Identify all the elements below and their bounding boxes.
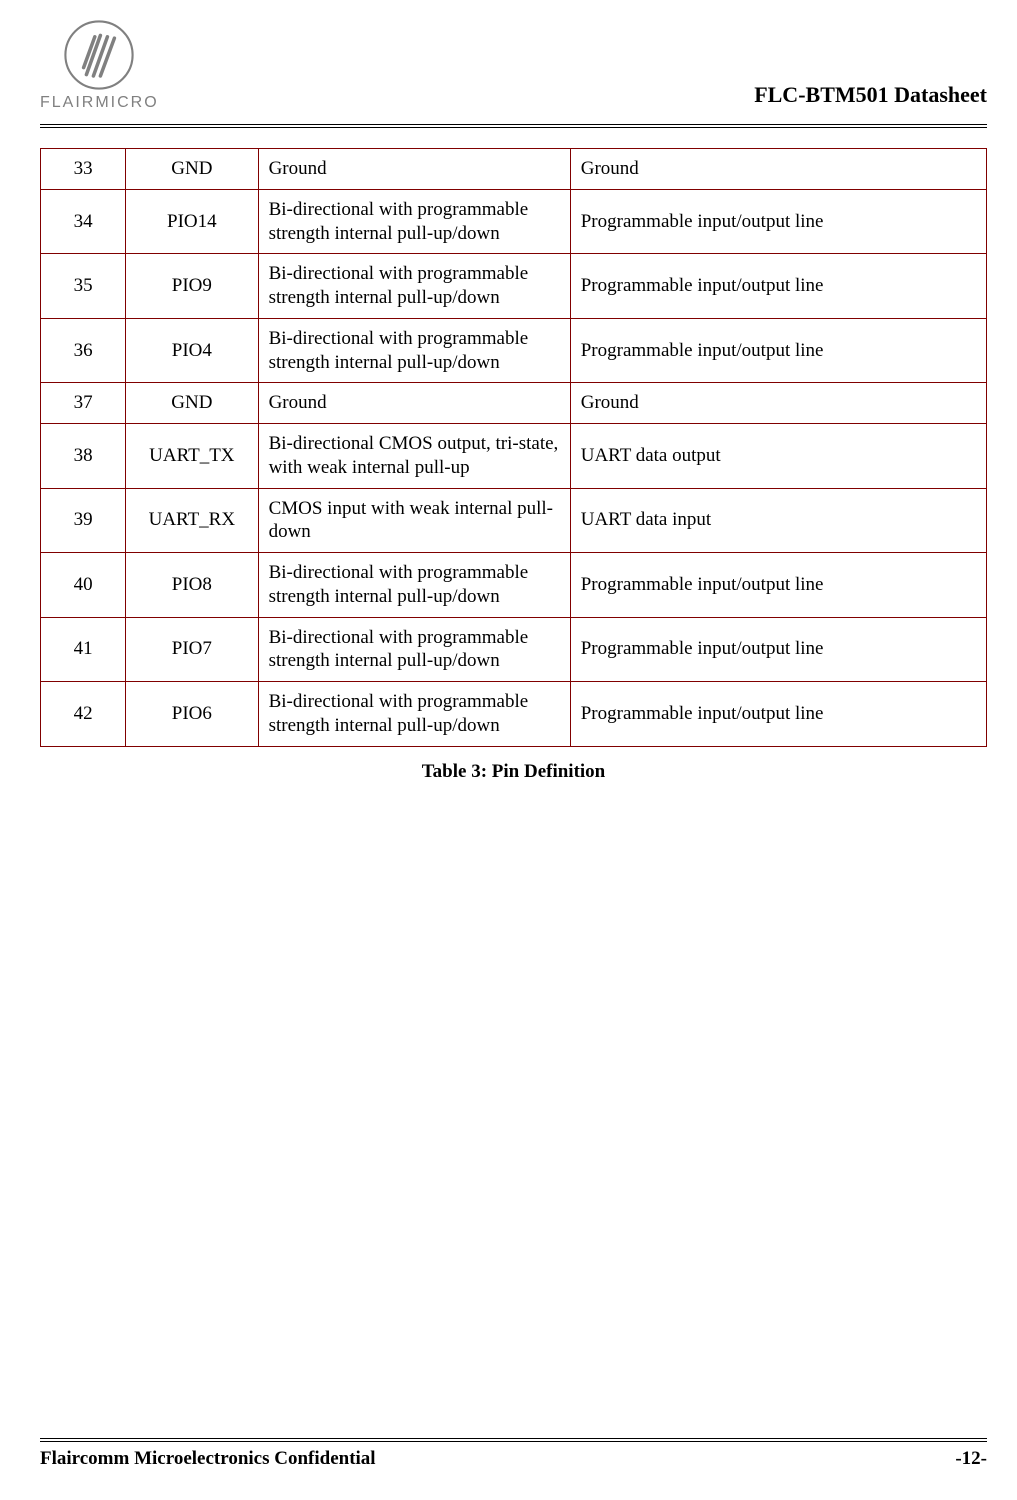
pin-name-cell: GND xyxy=(126,383,258,424)
pin-name-cell: UART_TX xyxy=(126,424,258,489)
table-row: 36PIO4Bi-directional with programmable s… xyxy=(41,318,987,383)
pin-name-cell: UART_RX xyxy=(126,488,258,553)
pin-desc-cell: Programmable input/output line xyxy=(570,682,986,747)
pin-number-cell: 38 xyxy=(41,424,126,489)
pin-number-cell: 39 xyxy=(41,488,126,553)
pin-type-cell: Ground xyxy=(258,149,570,190)
table-row: 34PIO14Bi-directional with programmable … xyxy=(41,189,987,254)
brand-logo-block: FLAIRMICRO xyxy=(40,20,159,112)
page: FLAIRMICRO FLC-BTM501 Datasheet 33GNDGro… xyxy=(0,0,1017,1500)
pin-number-cell: 33 xyxy=(41,149,126,190)
table-row: 42PIO6Bi-directional with programmable s… xyxy=(41,682,987,747)
pin-type-cell: Bi-directional with programmable strengt… xyxy=(258,189,570,254)
pin-type-cell: Bi-directional with programmable strengt… xyxy=(258,318,570,383)
pin-desc-cell: Ground xyxy=(570,383,986,424)
pin-name-cell: PIO4 xyxy=(126,318,258,383)
brand-text: FLAIRMICRO xyxy=(40,94,159,112)
pin-name-cell: PIO8 xyxy=(126,553,258,618)
pin-name-cell: PIO14 xyxy=(126,189,258,254)
pin-number-cell: 37 xyxy=(41,383,126,424)
pin-number-cell: 35 xyxy=(41,254,126,319)
pin-type-cell: Bi-directional with programmable strengt… xyxy=(258,617,570,682)
pin-desc-cell: Programmable input/output line xyxy=(570,318,986,383)
pin-type-cell: Bi-directional with programmable strengt… xyxy=(258,682,570,747)
pin-desc-cell: Programmable input/output line xyxy=(570,617,986,682)
table-row: 33GNDGroundGround xyxy=(41,149,987,190)
pin-desc-cell: UART data output xyxy=(570,424,986,489)
table-caption: Table 3: Pin Definition xyxy=(40,761,987,783)
table-row: 39UART_RXCMOS input with weak internal p… xyxy=(41,488,987,553)
table-row: 37GNDGroundGround xyxy=(41,383,987,424)
pin-desc-cell: Ground xyxy=(570,149,986,190)
pin-type-cell: Bi-directional with programmable strengt… xyxy=(258,254,570,319)
pin-name-cell: PIO7 xyxy=(126,617,258,682)
document-title: FLC-BTM501 Datasheet xyxy=(754,82,987,112)
pin-number-cell: 40 xyxy=(41,553,126,618)
pin-type-cell: CMOS input with weak internal pull-down xyxy=(258,488,570,553)
footer-confidential: Flaircomm Microelectronics Confidential xyxy=(40,1448,376,1470)
pin-desc-cell: UART data input xyxy=(570,488,986,553)
footer-rule xyxy=(40,1438,987,1442)
pin-number-cell: 41 xyxy=(41,617,126,682)
pin-desc-cell: Programmable input/output line xyxy=(570,254,986,319)
pin-name-cell: GND xyxy=(126,149,258,190)
page-footer: Flaircomm Microelectronics Confidential … xyxy=(40,1438,987,1470)
header-rule xyxy=(40,124,987,128)
table-row: 40PIO8Bi-directional with programmable s… xyxy=(41,553,987,618)
pin-desc-cell: Programmable input/output line xyxy=(570,189,986,254)
table-row: 35PIO9Bi-directional with programmable s… xyxy=(41,254,987,319)
pin-type-cell: Bi-directional CMOS output, tri-state, w… xyxy=(258,424,570,489)
footer-page-number: -12- xyxy=(955,1448,987,1470)
pin-number-cell: 36 xyxy=(41,318,126,383)
pin-number-cell: 34 xyxy=(41,189,126,254)
pin-type-cell: Ground xyxy=(258,383,570,424)
pin-name-cell: PIO9 xyxy=(126,254,258,319)
pin-type-cell: Bi-directional with programmable strengt… xyxy=(258,553,570,618)
table-row: 38UART_TXBi-directional CMOS output, tri… xyxy=(41,424,987,489)
flairmicro-logo-icon xyxy=(64,20,134,90)
table-row: 41PIO7Bi-directional with programmable s… xyxy=(41,617,987,682)
page-header: FLAIRMICRO FLC-BTM501 Datasheet xyxy=(40,20,987,120)
pin-name-cell: PIO6 xyxy=(126,682,258,747)
pin-number-cell: 42 xyxy=(41,682,126,747)
pin-definition-table: 33GNDGroundGround34PIO14Bi-directional w… xyxy=(40,148,987,747)
pin-desc-cell: Programmable input/output line xyxy=(570,553,986,618)
footer-row: Flaircomm Microelectronics Confidential … xyxy=(40,1448,987,1470)
